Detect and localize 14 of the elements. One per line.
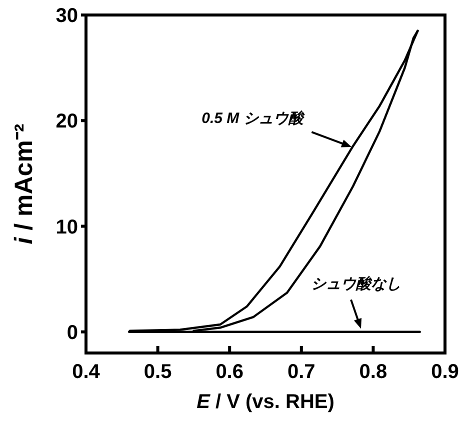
y-tick-label: 10 <box>56 216 78 238</box>
x-tick-label: 0.4 <box>72 361 101 383</box>
annotation: 0.5 M シュウ酸 <box>202 110 306 128</box>
annotation: シュウ酸なし <box>310 276 401 293</box>
x-tick-label: 0.5 <box>144 361 172 383</box>
x-tick-label: 0.8 <box>359 361 388 383</box>
y-axis-title: i / mAcm⁻² <box>10 124 38 244</box>
x-tick-label: 0.6 <box>216 361 244 383</box>
x-tick-label: 0.7 <box>287 361 316 383</box>
y-tick-label: 0 <box>66 322 78 344</box>
x-axis-title: E / V (vs. RHE) <box>196 391 334 413</box>
y-tick-label: 30 <box>56 5 78 27</box>
y-tick-label: 20 <box>56 110 78 133</box>
x-tick-label: 0.9 <box>431 361 459 383</box>
